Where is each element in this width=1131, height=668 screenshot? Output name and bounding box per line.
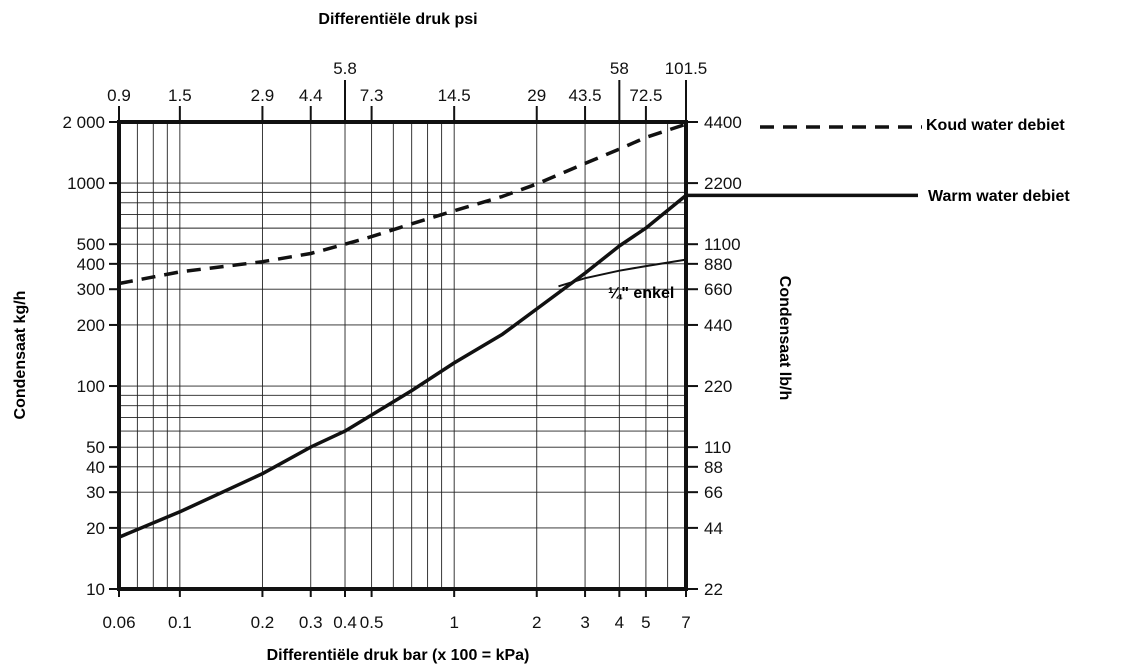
y-tick-label-left: 400 bbox=[77, 255, 105, 274]
y-tick-label-right: 660 bbox=[704, 280, 732, 299]
series-line-warm-water bbox=[118, 194, 688, 539]
grid bbox=[119, 122, 686, 589]
bottom-axis-title: Differentiële druk bar (x 100 = kPa) bbox=[267, 647, 530, 664]
x-tick-label-top: 58 bbox=[610, 59, 629, 78]
x-tick-label-top: 0.9 bbox=[107, 86, 131, 105]
x-tick-label-bottom: 4 bbox=[615, 613, 624, 632]
x-tick-label-top: 7.3 bbox=[360, 86, 384, 105]
x-tick-label-bottom: 1 bbox=[449, 613, 458, 632]
y-tick-label-right: 440 bbox=[704, 316, 732, 335]
x-tick-label-top: 4.4 bbox=[299, 86, 323, 105]
y-tick-label-left: 500 bbox=[77, 235, 105, 254]
legend-warm-water-debiet: Warm water debiet bbox=[928, 188, 1070, 205]
x-tick-label-top: 72.5 bbox=[629, 86, 662, 105]
y-tick-label-left: 100 bbox=[77, 377, 105, 396]
y-tick-label-right: 2200 bbox=[704, 174, 742, 193]
y-tick-label-left: 30 bbox=[86, 483, 105, 502]
x-tick-label-bottom: 0.1 bbox=[168, 613, 192, 632]
y-tick-label-right: 1100 bbox=[704, 235, 741, 254]
x-tick-label-bottom: 0.2 bbox=[251, 613, 275, 632]
right-axis-title: Condensaat lb/h bbox=[776, 276, 793, 400]
x-tick-label-top: 29 bbox=[527, 86, 546, 105]
y-tick-label-right: 220 bbox=[704, 377, 732, 396]
y-tick-label-right: 88 bbox=[704, 458, 723, 477]
y-tick-label-right: 22 bbox=[704, 580, 723, 599]
plot-frame bbox=[117, 120, 688, 591]
y-tick-label-right: 880 bbox=[704, 255, 732, 274]
x-tick-label-bottom: 0.5 bbox=[360, 613, 384, 632]
y-tick-label-right: 110 bbox=[704, 438, 731, 457]
y-tick-label-left: 2 000 bbox=[62, 113, 105, 132]
tick-labels: 0.06 0.1 0.2 0.3 0.4 0.5 1 2 3 4 5 7 0.9 1.5 2.9 4.4 5.8… bbox=[62, 59, 741, 632]
y-tick-label-left: 1000 bbox=[67, 174, 105, 193]
x-tick-label-bottom: 0.4 bbox=[333, 613, 357, 632]
legend-koud-water-debiet: Koud water debiet bbox=[926, 117, 1065, 134]
y-tick-label-right: 44 bbox=[704, 519, 723, 538]
x-tick-label-top: 2.9 bbox=[251, 86, 275, 105]
x-tick-label-bottom: 0.06 bbox=[102, 613, 135, 632]
y-tick-label-left: 10 bbox=[86, 580, 105, 599]
y-tick-label-left: 50 bbox=[86, 438, 105, 457]
x-tick-label-top: 14.5 bbox=[438, 86, 471, 105]
x-tick-label-top: 101.5 bbox=[665, 59, 708, 78]
x-tick-label-top: 5.8 bbox=[333, 59, 357, 78]
x-tick-label-bottom: 3 bbox=[580, 613, 589, 632]
series-line-koud-water bbox=[118, 122, 687, 286]
y-tick-label-left: 200 bbox=[77, 316, 105, 335]
y-tick-label-left: 40 bbox=[86, 458, 105, 477]
x-tick-label-top: 43.5 bbox=[569, 86, 602, 105]
x-tick-label-top: 1.5 bbox=[168, 86, 192, 105]
y-tick-label-right: 4400 bbox=[704, 113, 742, 132]
series-line-quarter-inch-enkel bbox=[558, 258, 687, 288]
y-tick-label-left: 300 bbox=[77, 280, 105, 299]
legend-quarter-inch-enkel: ¼" enkel bbox=[608, 285, 674, 302]
y-tick-label-right: 66 bbox=[704, 483, 723, 502]
y-tick-label-left: 20 bbox=[86, 519, 105, 538]
x-tick-label-bottom: 0.3 bbox=[299, 613, 323, 632]
top-axis-title: Differentiële druk psi bbox=[318, 11, 477, 28]
left-axis-title: Condensaat kg/h bbox=[12, 291, 29, 420]
x-tick-label-bottom: 2 bbox=[532, 613, 541, 632]
series-lines bbox=[118, 122, 922, 539]
x-tick-label-bottom: 5 bbox=[641, 613, 650, 632]
x-tick-label-bottom: 7 bbox=[681, 613, 690, 632]
